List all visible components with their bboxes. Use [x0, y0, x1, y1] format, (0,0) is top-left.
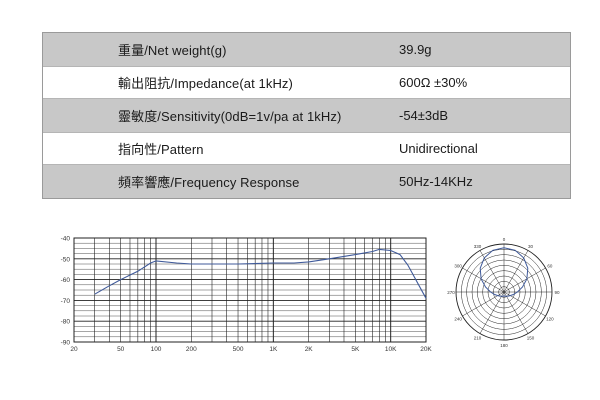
spec-row-impedance: 輸出阻抗/Impedance(at 1kHz) 600Ω ±30%: [43, 66, 570, 99]
spec-label-pattern: 指向性/Pattern: [118, 142, 204, 157]
polar-angle-label: 270: [447, 290, 455, 295]
x-tick-label: 10K: [385, 346, 397, 353]
y-tick-label: -90: [61, 340, 71, 347]
spec-value-pattern: Unidirectional: [399, 141, 478, 156]
spec-table: 重量/Net weight(g) 39.9g 輸出阻抗/Impedance(at…: [42, 32, 571, 199]
spec-value-frequency: 50Hz-14KHz: [399, 174, 473, 189]
spec-value-sensitivity: -54±3dB: [399, 108, 449, 123]
polar-angle-label: 330: [474, 244, 482, 249]
polar-angle-label: 120: [546, 316, 554, 321]
x-tick-label: 1K: [269, 346, 278, 353]
polar-pattern-curve: [479, 247, 529, 297]
polar-spoke: [479, 291, 505, 334]
polar-angle-label: 240: [454, 316, 462, 321]
y-tick-label: -40: [61, 236, 71, 243]
response-curve: [94, 248, 427, 299]
polar-angle-label: 90: [554, 290, 560, 295]
polar-angle-label: 60: [547, 263, 553, 268]
spec-label-frequency: 頻率響應/Frequency Response: [118, 175, 300, 190]
spec-label-sensitivity: 靈敏度/Sensitivity(0dB=1v/pa at 1kHz): [118, 109, 342, 124]
polar-spoke: [479, 250, 505, 293]
polar-spoke: [503, 291, 546, 317]
x-tick-label: 50: [117, 346, 125, 353]
x-tick-label: 100: [151, 346, 162, 353]
spec-row-weight: 重量/Net weight(g) 39.9g: [43, 33, 570, 66]
polar-spoke: [503, 267, 546, 293]
spec-value-impedance: 600Ω ±30%: [399, 75, 468, 90]
spec-row-frequency: 頻率響應/Frequency Response 50Hz-14KHz: [43, 165, 570, 198]
y-tick-label: -70: [61, 298, 71, 305]
polar-spoke: [462, 267, 505, 293]
x-tick-label: 500: [233, 346, 244, 353]
x-tick-label: 200: [186, 346, 197, 353]
polar-angle-label: 30: [528, 244, 534, 249]
polar-spoke: [503, 291, 529, 334]
x-tick-label: 5K: [351, 346, 360, 353]
x-tick-label: 20: [70, 346, 78, 353]
polar-angle-label: 150: [527, 336, 535, 341]
polar-angle-label: 300: [454, 263, 462, 268]
x-tick-label: 2K: [305, 346, 314, 353]
spec-label-impedance: 輸出阻抗/Impedance(at 1kHz): [118, 76, 293, 91]
y-tick-label: -50: [61, 256, 71, 263]
spec-label-weight: 重量/Net weight(g): [118, 43, 227, 58]
y-tick-label: -60: [61, 277, 71, 284]
x-tick-label: 20K: [420, 346, 432, 353]
spec-row-sensitivity: 靈敏度/Sensitivity(0dB=1v/pa at 1kHz) -54±3…: [43, 99, 570, 132]
polar-spoke: [462, 291, 505, 317]
y-tick-label: -80: [61, 319, 71, 326]
polar-angle-label: 180: [500, 343, 508, 348]
polar-angle-label: 210: [474, 336, 482, 341]
spec-row-pattern: 指向性/Pattern Unidirectional: [43, 132, 570, 165]
spec-value-weight: 39.9g: [399, 42, 432, 57]
polar-spoke: [503, 250, 529, 293]
polar-pattern-chart: 0 30 60 90 120 150 180 210 240 270 300 330: [447, 237, 560, 348]
polar-angle-label: 0: [503, 237, 506, 242]
